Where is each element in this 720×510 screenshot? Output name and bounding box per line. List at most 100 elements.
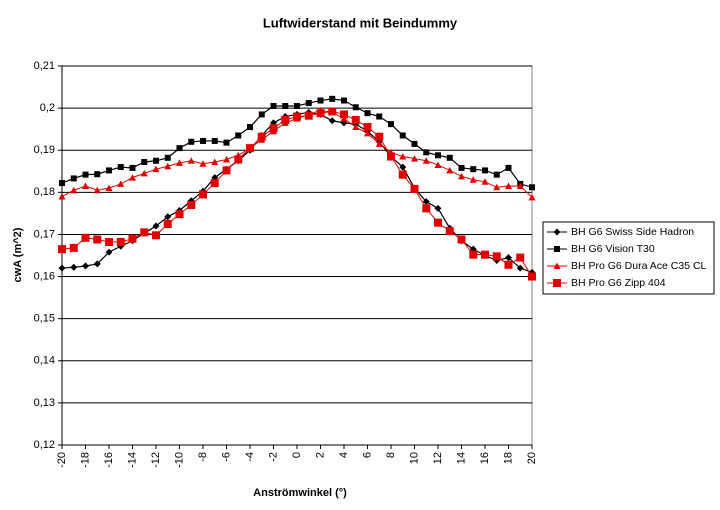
marker [105,184,113,192]
marker [129,174,136,181]
chart-title: Luftwiderstand mit Beindummy [263,15,458,30]
marker [481,178,489,185]
marker [141,159,148,166]
y-tick-label: 0,21 [34,60,55,72]
marker [140,169,148,177]
x-tick-label: 10 [408,452,420,464]
x-tick-label: 4 [338,452,350,458]
marker [82,171,89,178]
marker [269,124,278,133]
marker [446,166,454,174]
x-tick-label: 20 [526,452,538,464]
marker [223,155,230,163]
marker [434,204,442,212]
x-tick-label: 0 [291,452,303,458]
marker [163,219,172,228]
marker [469,176,477,183]
marker [328,107,337,116]
marker [175,210,184,219]
marker [376,113,383,120]
x-tick-label: -2 [267,452,279,462]
marker [294,103,300,110]
legend-label: BH G6 Vision T30 [571,243,655,255]
marker [93,260,101,268]
marker [399,163,407,171]
x-tick-label: -20 [56,452,68,468]
marker [553,279,561,287]
marker [211,137,218,144]
marker [247,124,253,131]
marker [399,153,407,160]
marker [434,161,442,168]
legend-label: BH Pro G6 Dura Ace C35 CL [571,260,707,272]
marker [176,145,183,152]
x-tick-label: -12 [150,452,162,468]
y-tick-label: 0,2 [40,102,55,114]
marker [152,165,160,173]
plot-area [61,65,533,446]
marker [422,198,430,206]
marker [516,264,524,272]
marker [222,166,231,175]
marker [105,238,113,247]
marker [304,111,313,120]
x-tick-label: -10 [173,452,185,468]
marker [187,200,196,209]
marker [152,222,160,230]
marker [504,260,513,269]
marker [317,97,324,104]
marker [375,140,383,147]
marker [493,171,500,178]
marker [398,170,407,179]
marker [257,132,266,141]
marker [516,253,525,262]
marker [528,193,536,201]
marker [305,100,312,107]
marker [364,110,371,117]
marker [410,184,419,193]
legend-box [542,221,715,295]
marker [152,231,160,240]
x-tick-label: -4 [244,452,256,462]
marker [270,103,277,110]
marker [59,180,65,187]
x-tick-label: -16 [103,452,115,468]
marker [58,193,66,200]
marker [223,139,230,146]
marker [364,129,371,137]
marker [423,149,430,156]
marker [258,111,265,118]
x-tick-label: -6 [220,452,232,462]
marker [328,117,336,125]
marker [411,140,418,147]
marker [505,254,512,262]
marker [234,155,243,164]
y-tick-label: 0,19 [34,144,55,156]
marker [188,138,195,145]
marker [246,144,254,153]
y-tick-label: 0,16 [34,270,55,282]
x-tick-label: -8 [197,452,209,462]
marker [554,246,560,252]
marker [293,112,301,121]
y-tick-label: 0,13 [34,397,55,409]
marker [129,164,136,171]
marker [93,235,102,244]
marker [199,190,207,199]
marker [445,227,454,236]
marker [164,162,172,170]
x-tick-label: 14 [455,452,467,464]
marker [316,109,325,118]
marker [351,115,360,124]
marker [117,164,124,171]
y-axis-title: cwA (m^2) [12,227,24,282]
x-tick-label: 18 [502,452,514,464]
marker [422,157,430,164]
marker [153,157,159,164]
marker [529,184,535,191]
y-tick-label: 0,17 [34,228,55,240]
marker [516,182,524,190]
legend-label: BH Pro G6 Zipp 404 [571,277,666,289]
marker [69,243,78,252]
